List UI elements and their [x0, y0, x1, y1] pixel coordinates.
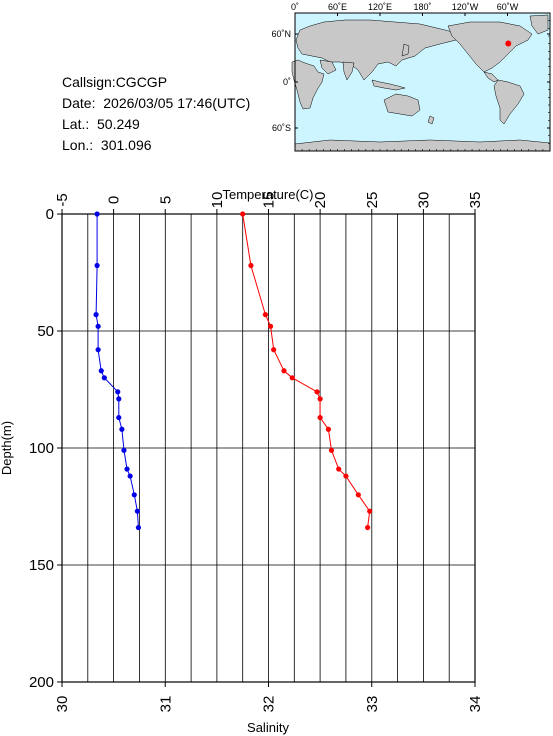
- land-south-america: [493, 79, 525, 125]
- latitude-text: Lat.: 50.249: [62, 116, 140, 132]
- salinity-tick-label: 31: [157, 696, 174, 713]
- salinity-point: [95, 347, 101, 353]
- depth-tick-label: 50: [37, 323, 54, 340]
- temperature-tick-label: 25: [364, 192, 381, 209]
- map-ticks: 0˚ 60˚E 120˚E 180˚ 120˚W 60˚W 60˚N 0˚ 60˚S: [271, 2, 551, 152]
- temperature-point: [365, 524, 371, 531]
- salinity-point: [115, 389, 121, 395]
- salinity-tick-label: 32: [261, 696, 278, 713]
- map-lon-label: 120˚E: [368, 2, 392, 12]
- depth-tick-label: 100: [29, 440, 54, 457]
- salinity-tick-label: 33: [364, 696, 381, 713]
- temperature-point: [281, 368, 287, 374]
- land-greenland: [529, 14, 549, 35]
- callsign-text: Callsign:CGCGP: [62, 74, 168, 90]
- temperature-point: [271, 347, 277, 353]
- map-lat-label: 0˚: [283, 77, 291, 87]
- salinity-point: [134, 508, 140, 514]
- temperature-tick-label: 15: [261, 192, 278, 209]
- temperature-profile-line: [242, 213, 371, 528]
- temperature-point: [328, 447, 335, 453]
- temperature-point: [355, 492, 361, 498]
- longitude-text: Lon.: 301.096: [62, 137, 152, 153]
- map-land: [291, 14, 551, 152]
- date-text: Date: 2026/03/05 17:46(UTC): [62, 95, 251, 111]
- map-lat-label: 60˚N: [271, 29, 291, 39]
- map-lon-label: 60˚W: [497, 2, 519, 12]
- salinity-point: [116, 414, 122, 421]
- temperature-point: [262, 312, 269, 318]
- temperature-point: [336, 466, 342, 472]
- land-australia: [383, 93, 421, 117]
- temperature-point: [289, 375, 295, 381]
- temperature-tick-label: 0: [106, 196, 123, 204]
- salinity-axis-label: Salinity: [247, 720, 289, 735]
- temperature-point: [248, 262, 254, 269]
- temperature-tick-label: 30: [415, 192, 432, 209]
- salinity-point: [131, 492, 137, 498]
- station-info: Callsign:CGCGP Date: 2026/03/05 17:46(UT…: [62, 72, 250, 156]
- land-north-america: [447, 21, 533, 73]
- salinity-point: [124, 466, 130, 472]
- salinity-tick-label: 34: [467, 696, 484, 713]
- map-lon-label: 0˚: [291, 2, 299, 12]
- temperature-tick-label: 5: [157, 196, 174, 204]
- temperature-tick-label: 20: [312, 192, 329, 209]
- land-india: [342, 61, 355, 81]
- temperature-tick-label: 10: [209, 192, 226, 209]
- temperature-axis-label: Temperature(C): [222, 187, 313, 202]
- map-lat-label: 60˚S: [272, 123, 291, 133]
- chart-series: [93, 211, 373, 531]
- temperature-point: [267, 323, 274, 329]
- salinity-point: [94, 211, 100, 217]
- temperature-point: [317, 396, 323, 402]
- salinity-tick-label: 30: [54, 696, 71, 713]
- temperature-point: [314, 389, 320, 395]
- depth-tick-label: 150: [29, 557, 54, 574]
- salinity-point: [94, 262, 100, 269]
- salinity-point: [101, 375, 107, 381]
- map-lon-label: 120˚W: [452, 2, 479, 12]
- map-lon-label: 60˚E: [328, 2, 347, 12]
- temperature-tick-label: -5: [54, 193, 71, 206]
- land-eurasia: [295, 19, 461, 81]
- station-marker: [505, 40, 512, 47]
- salinity-point: [127, 473, 133, 479]
- temperature-point: [343, 473, 349, 479]
- land-new-zealand: [427, 115, 435, 125]
- depth-axis-label: Depth(m): [0, 421, 14, 475]
- station-marker-dot: [505, 40, 512, 47]
- salinity-point: [116, 396, 122, 402]
- depth-tick-label: 200: [29, 674, 54, 691]
- salinity-point: [93, 312, 99, 318]
- temperature-point: [240, 211, 246, 217]
- land-central-america: [483, 71, 499, 83]
- salinity-point: [135, 524, 142, 531]
- land-indonesia: [371, 79, 406, 91]
- temperature-tick-label: 35: [467, 192, 484, 209]
- temperature-point: [317, 414, 323, 421]
- salinity-point: [95, 323, 101, 329]
- map-lon-label: 180˚: [413, 2, 431, 12]
- temperature-point: [367, 508, 373, 514]
- land-arabia: [319, 59, 337, 75]
- salinity-point: [98, 368, 104, 374]
- temperature-point: [325, 426, 331, 432]
- land-japan: [401, 43, 410, 57]
- salinity-point: [119, 426, 125, 432]
- salinity-point: [121, 447, 127, 453]
- depth-tick-label: 0: [46, 206, 54, 223]
